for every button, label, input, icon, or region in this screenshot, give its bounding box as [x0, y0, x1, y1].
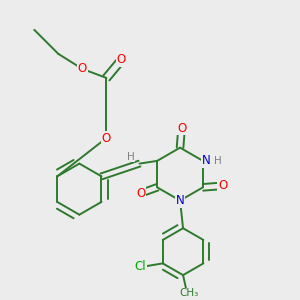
Text: O: O [218, 179, 227, 192]
Text: CH₃: CH₃ [179, 288, 199, 298]
Text: Cl: Cl [134, 260, 146, 273]
Text: N: N [176, 194, 184, 207]
Text: O: O [136, 187, 145, 200]
Text: H: H [214, 156, 221, 166]
Text: H: H [127, 152, 135, 162]
Text: O: O [102, 131, 111, 145]
Text: O: O [78, 62, 87, 75]
Text: O: O [117, 53, 126, 66]
Text: N: N [202, 154, 210, 167]
Text: O: O [177, 122, 186, 135]
